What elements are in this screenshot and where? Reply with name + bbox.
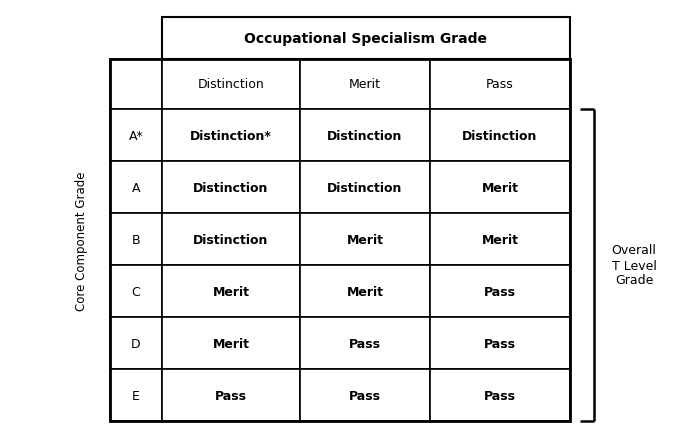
Text: Distinction: Distinction [462, 129, 538, 142]
Bar [430, 110, 570, 162]
Bar [162, 369, 300, 421]
Text: Merit: Merit [213, 337, 250, 350]
Text: Pass: Pass [484, 389, 516, 402]
Bar [162, 162, 300, 214]
Text: Distinction: Distinction [194, 181, 269, 194]
Text: Distinction: Distinction [198, 78, 265, 91]
Bar [300, 60, 430, 110]
Bar [430, 369, 570, 421]
Bar [162, 60, 300, 110]
Text: Distinction*: Distinction* [190, 129, 272, 142]
Text: Merit: Merit [213, 285, 250, 298]
Bar [430, 60, 570, 110]
Bar [162, 18, 570, 60]
Bar [162, 317, 300, 369]
Text: Core Component Grade: Core Component Grade [75, 171, 88, 310]
Text: Distinction: Distinction [328, 129, 403, 142]
Text: Merit: Merit [349, 78, 381, 91]
Text: E: E [132, 389, 140, 402]
Bar [300, 214, 430, 265]
Text: A*: A* [129, 129, 144, 142]
Text: C: C [131, 285, 140, 298]
Bar [110, 369, 162, 421]
Text: Distinction: Distinction [328, 181, 403, 194]
Bar [110, 60, 162, 110]
Bar [430, 317, 570, 369]
Text: Pass: Pass [215, 389, 247, 402]
Text: Pass: Pass [349, 389, 381, 402]
Bar [300, 110, 430, 162]
Text: Merit: Merit [482, 181, 518, 194]
Text: D: D [131, 337, 141, 350]
Bar [162, 110, 300, 162]
Text: Merit: Merit [482, 233, 518, 246]
Text: Merit: Merit [347, 285, 384, 298]
Bar [300, 317, 430, 369]
Text: A: A [132, 181, 140, 194]
Bar [162, 214, 300, 265]
Bar [300, 265, 430, 317]
Bar [110, 162, 162, 214]
Bar [300, 162, 430, 214]
Bar [300, 369, 430, 421]
Bar [110, 110, 162, 162]
Text: Pass: Pass [484, 285, 516, 298]
Bar [430, 265, 570, 317]
Bar [430, 214, 570, 265]
Bar [430, 162, 570, 214]
Text: Occupational Specialism Grade: Occupational Specialism Grade [244, 32, 488, 46]
Text: Pass: Pass [484, 337, 516, 350]
Text: Merit: Merit [347, 233, 384, 246]
Bar [110, 265, 162, 317]
Text: Overall
T Level
Grade: Overall T Level Grade [611, 244, 657, 287]
Text: Distinction: Distinction [194, 233, 269, 246]
Bar [162, 265, 300, 317]
Bar [110, 214, 162, 265]
Bar [110, 60, 570, 421]
Text: Pass: Pass [349, 337, 381, 350]
Bar [110, 317, 162, 369]
Text: Pass: Pass [486, 78, 514, 91]
Text: B: B [132, 233, 140, 246]
